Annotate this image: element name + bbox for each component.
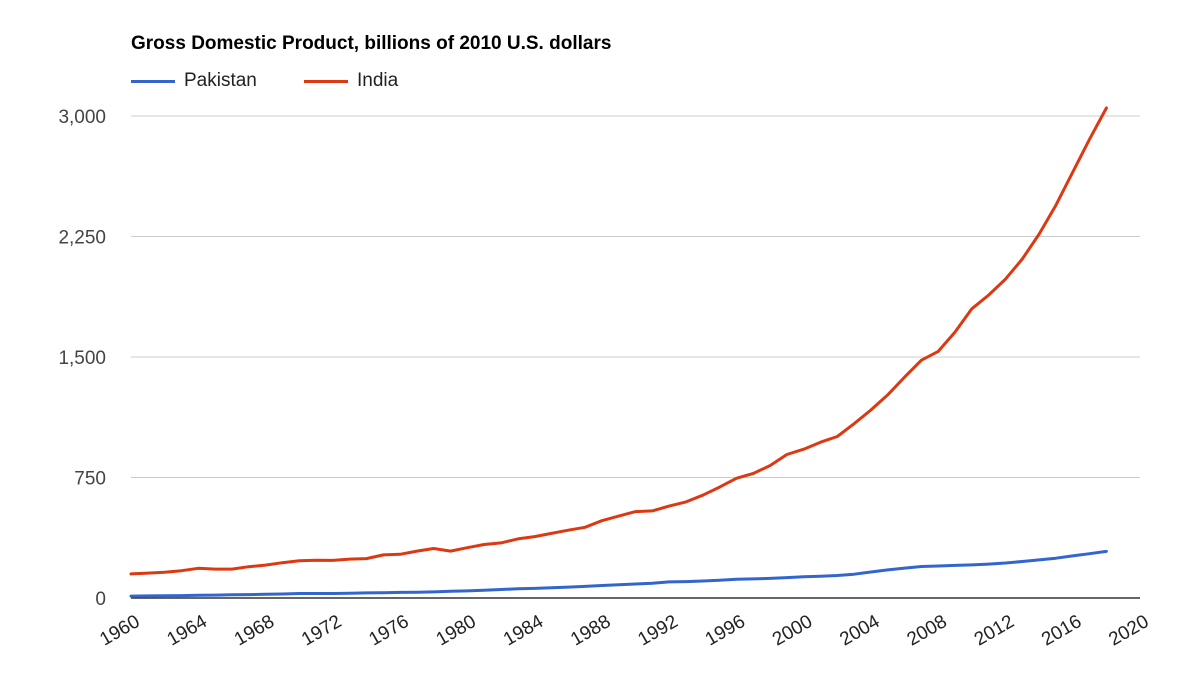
gridlines [131,115,1140,599]
x-tick-label-2012: 2012 [971,611,1018,650]
x-tick-label-1980: 1980 [433,611,480,650]
x-tick-label-1964: 1964 [164,611,211,651]
x-tick-label-2020: 2020 [1105,611,1152,650]
y-tick-label-2250: 2,250 [58,228,106,249]
legend-label-pakistan: Pakistan [184,70,257,91]
x-tick-label-1976: 1976 [365,611,412,650]
y-axis-tick-labels: 0 750 1,500 2,250 3,000 [58,107,106,610]
x-axis-tick-labels: 1960 1964 1968 1972 1976 1980 1984 1988 1992 1996… [96,611,1152,651]
legend-swatch-india [304,79,348,83]
series-lines [129,106,1108,598]
y-tick-label-0: 0 [95,589,106,610]
x-tick-label-1988: 1988 [567,611,614,650]
x-tick-label-2016: 2016 [1038,611,1085,650]
y-tick-label-1500: 1,500 [58,348,106,369]
x-tick-label-2008: 2008 [904,611,951,650]
x-tick-label-1996: 1996 [702,611,749,650]
legend-label-india: India [357,70,399,91]
x-tick-label-2000: 2000 [769,611,816,650]
x-tick-label-1972: 1972 [298,611,345,650]
x-tick-label-1968: 1968 [231,611,278,650]
series-line-pakistan [129,549,1108,598]
legend-item-india: India [304,70,398,92]
legend-item-pakistan: Pakistan [131,70,257,92]
x-tick-label-1984: 1984 [500,611,547,651]
y-tick-label-3000: 3,000 [58,107,106,128]
legend-swatch-pakistan [131,79,175,83]
x-tick-label-1960: 1960 [96,611,143,650]
y-tick-label-750: 750 [74,469,106,490]
x-tick-label-2004: 2004 [836,611,883,651]
x-tick-label-1992: 1992 [635,611,682,650]
series-line-india [129,106,1108,576]
chart-title: Gross Domestic Product, billions of 2010… [131,33,612,54]
